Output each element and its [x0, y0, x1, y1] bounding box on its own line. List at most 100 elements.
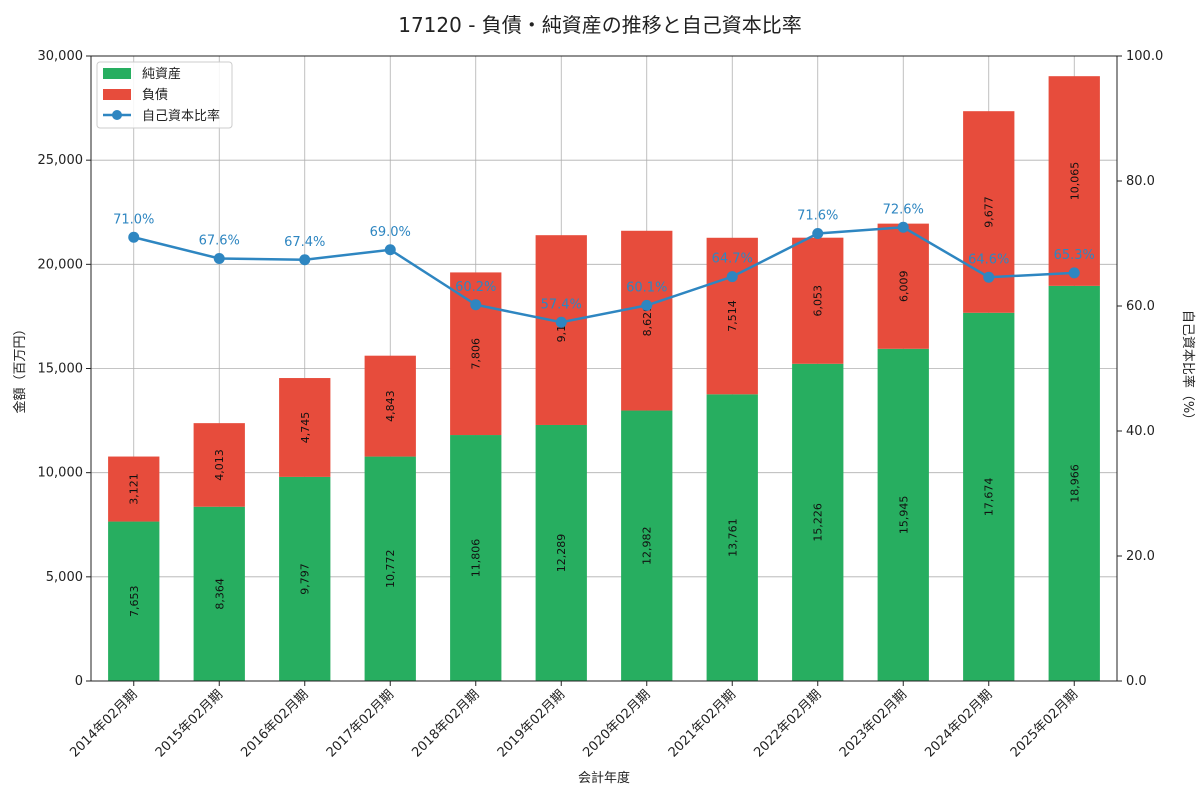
ratio-label: 65.3%: [1054, 248, 1095, 263]
bar-net-assets: [108, 521, 160, 681]
bar-label-liabilities: 6,009: [897, 270, 910, 302]
ratio-point: [983, 271, 995, 283]
ratio-point: [1068, 267, 1080, 279]
x-tick-label: 2021年02月期: [666, 687, 739, 760]
bar-label-liabilities: 7,514: [726, 300, 739, 332]
y-tick-label: 15,000: [38, 362, 84, 377]
ratio-label: 64.6%: [968, 252, 1009, 267]
bar-label-net-assets: 15,226: [812, 503, 825, 542]
ratio-label: 71.0%: [113, 212, 154, 227]
bar-liabilities: [792, 237, 844, 364]
ratio-point: [299, 254, 311, 266]
y-tick-label: 20,000: [38, 257, 84, 272]
bar-net-assets: [450, 435, 502, 681]
bar-label-net-assets: 12,289: [555, 534, 568, 573]
ratio-point: [555, 316, 567, 328]
y-tick-label: 30,000: [38, 49, 84, 64]
y2-axis-label: 自己資本比率（%）: [1180, 310, 1196, 426]
bar-liabilities: [621, 230, 673, 411]
y-tick-label: 0: [75, 674, 83, 689]
ratio-label: 67.4%: [284, 235, 325, 250]
bar-net-assets: [279, 476, 331, 681]
ratio-point: [897, 221, 909, 233]
bar-liabilities: [706, 237, 758, 395]
bar-net-assets: [792, 363, 844, 681]
bar-liabilities: [877, 223, 929, 349]
x-tick-label: 2022年02月期: [751, 687, 824, 760]
bar-net-assets: [193, 506, 245, 681]
bars: [108, 76, 1100, 681]
bar-label-liabilities: 7,806: [470, 338, 483, 370]
ratio-label: 60.1%: [626, 280, 667, 295]
bar-label-net-assets: 13,761: [726, 518, 739, 557]
y-tick-label: 25,000: [38, 153, 84, 168]
y2-tick-label: 20.0: [1126, 549, 1155, 564]
x-tick-label: 2020年02月期: [580, 687, 653, 760]
ratio-label: 72.6%: [883, 202, 924, 217]
y2-tick-label: 100.0: [1126, 49, 1163, 64]
bar-net-assets: [364, 456, 416, 681]
bar-label-liabilities: 4,843: [384, 390, 397, 422]
bar-net-assets: [706, 394, 758, 681]
bar-net-assets: [621, 410, 673, 681]
ratio-point: [128, 231, 140, 243]
bar-liabilities: [364, 355, 416, 457]
x-tick-label: 2025年02月期: [1008, 687, 1081, 760]
legend-swatch-liabilities: [103, 89, 131, 100]
legend-swatch-ratio-marker: [112, 110, 122, 120]
y-tick-label: 10,000: [38, 466, 84, 481]
bar-label-net-assets: 12,982: [641, 527, 654, 566]
y2-tick-label: 60.0: [1126, 299, 1155, 314]
bar-liabilities: [279, 378, 331, 477]
bar-label-net-assets: 10,772: [384, 550, 397, 589]
ratio-point: [726, 271, 738, 283]
ratio-point: [470, 299, 482, 311]
bar-label-net-assets: 7,653: [128, 586, 141, 618]
x-tick-label: 2019年02月期: [495, 687, 568, 760]
y-tick-label: 5,000: [46, 570, 83, 585]
bar-label-net-assets: 11,806: [470, 539, 483, 578]
ratio-label: 60.2%: [455, 280, 496, 295]
y2-tick-label: 80.0: [1126, 174, 1155, 189]
y2-tick-label: 40.0: [1126, 424, 1155, 439]
bar-label-liabilities: 8,629: [641, 305, 654, 337]
bar-net-assets: [877, 348, 929, 681]
bar-label-net-assets: 17,674: [983, 478, 996, 517]
x-tick-label: 2017年02月期: [324, 687, 397, 760]
legend-label-ratio: 自己資本比率: [142, 108, 220, 124]
bar-label-liabilities: 4,745: [299, 412, 312, 444]
x-tick-label: 2015年02月期: [153, 687, 226, 760]
ratio-point: [641, 299, 653, 311]
bar-label-net-assets: 15,945: [897, 496, 910, 535]
y-axis-label: 金額（百万円）: [12, 322, 28, 413]
x-tick-label: 2024年02月期: [922, 687, 995, 760]
bar-liabilities: [108, 456, 160, 522]
ratio-point: [812, 228, 824, 239]
bar-label-liabilities: 6,053: [812, 285, 825, 317]
bar-net-assets: [963, 312, 1015, 681]
bar-label-liabilities: 3,121: [128, 473, 141, 505]
bar-label-liabilities: 9,677: [983, 196, 996, 228]
legend-label-net-assets: 純資産: [142, 66, 181, 82]
chart-title: 17120 - 負債・純資産の推移と自己資本比率: [398, 13, 802, 37]
x-axis-label: 会計年度: [578, 770, 630, 786]
ratio-point: [213, 253, 225, 264]
bar-label-net-assets: 9,797: [299, 563, 312, 595]
ratio-polyline: [133, 225, 1075, 324]
bar-label-liabilities: 4,013: [213, 449, 226, 481]
bar-label-net-assets: 8,364: [213, 578, 226, 610]
bar-liabilities: [535, 235, 587, 425]
bar-net-assets: [1048, 285, 1100, 681]
x-tick-label: 2018年02月期: [409, 687, 482, 760]
legend-label-liabilities: 負債: [142, 88, 168, 103]
ratio-label: 57.4%: [541, 297, 582, 312]
x-tick-label: 2016年02月期: [238, 687, 311, 760]
bar-label-liabilities: 10,065: [1068, 162, 1081, 201]
y2-tick-label: 0.0: [1126, 674, 1147, 689]
bar-liabilities: [1048, 76, 1100, 286]
bar-net-assets: [535, 424, 587, 681]
legend-swatch-net-assets: [103, 68, 131, 79]
bar-labels: 7,653 3,121 8,364 4,013 9,797 4,745 10,772 4,84…: [128, 162, 1082, 617]
bar-liabilities: [193, 423, 245, 507]
